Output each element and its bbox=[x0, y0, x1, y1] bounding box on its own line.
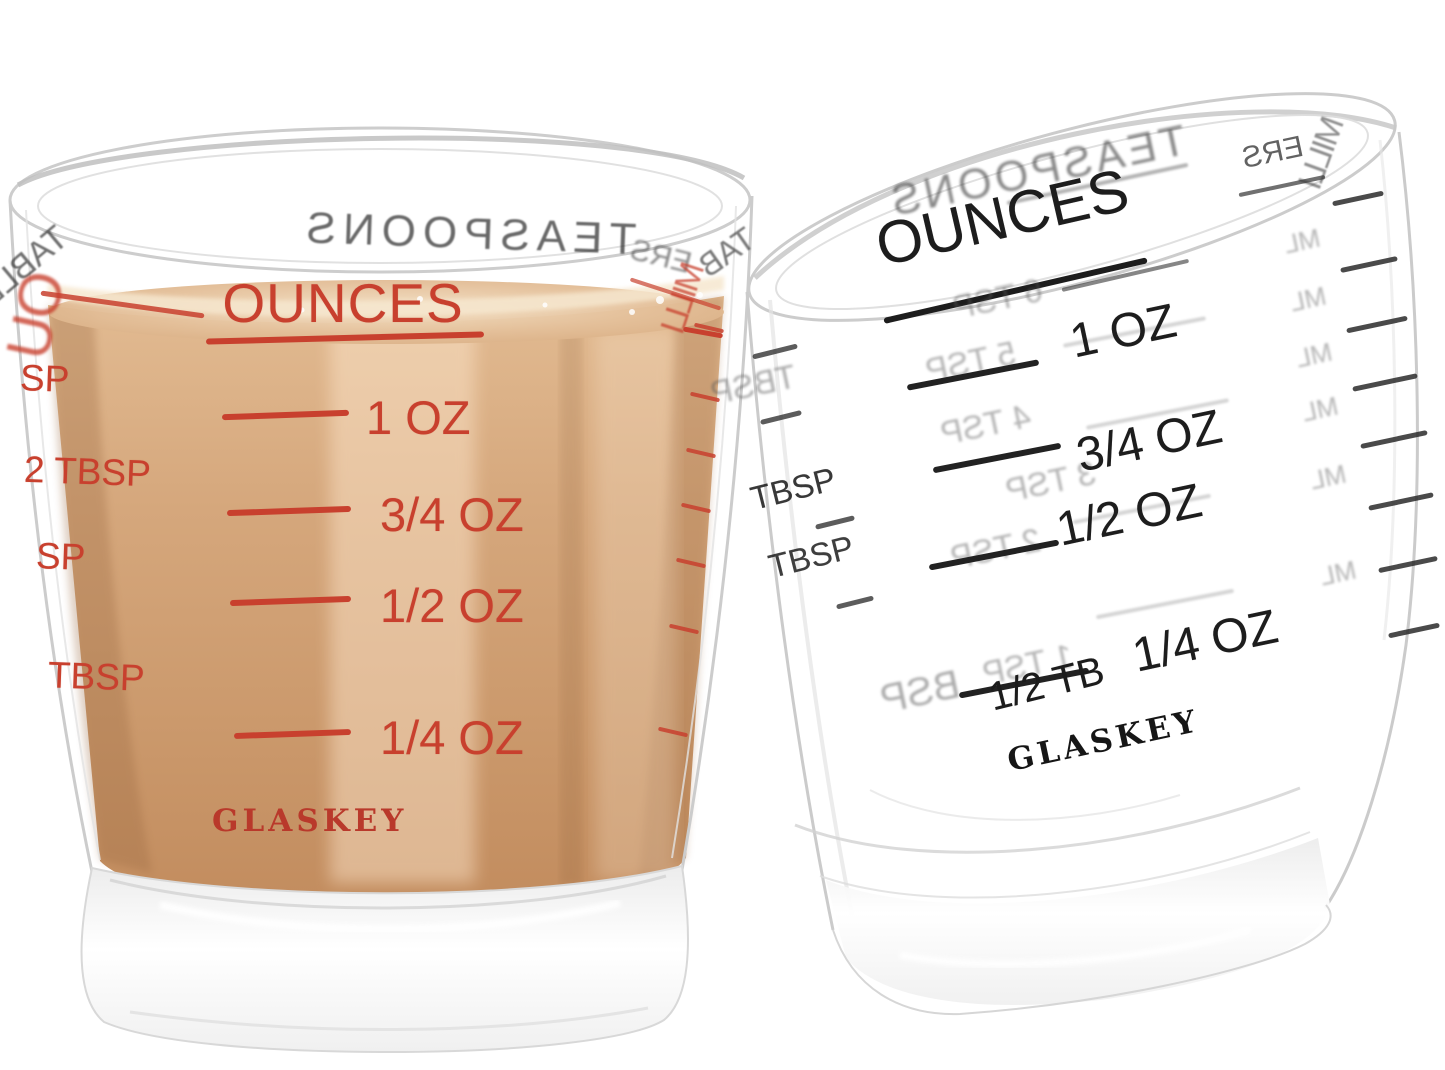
left-mark-1-4oz: 1/4 OZ bbox=[380, 711, 524, 764]
ml-ghost: ML bbox=[1299, 390, 1341, 428]
left-mark-3-4oz: 3/4 OZ bbox=[380, 488, 524, 541]
left-edge-fragment: 2 TBSP bbox=[23, 448, 152, 495]
left-edge-fragment: SP bbox=[35, 535, 87, 578]
ml-ghost: ML bbox=[1307, 458, 1349, 496]
ml-ghost: ML bbox=[1293, 336, 1335, 374]
left-brand-logo: GLASKEY bbox=[212, 803, 408, 839]
ml-ghost: ML bbox=[1281, 222, 1323, 260]
ml-ghost: ML bbox=[1287, 280, 1329, 318]
left-glass-liquid bbox=[48, 276, 724, 907]
left-glass-body bbox=[8, 126, 754, 1054]
left-edge-fragment: SP bbox=[19, 357, 71, 400]
left-edge-fragment: TBSP bbox=[47, 654, 146, 699]
surface-bubbles bbox=[299, 292, 703, 315]
left-mark-1-2oz: 1/2 OZ bbox=[380, 579, 524, 632]
left-ounces-title: OUNCES bbox=[222, 272, 464, 334]
right-glass-body bbox=[745, 92, 1419, 1016]
left-mark-1oz: 1 OZ bbox=[366, 391, 471, 444]
ml-ghost: ML bbox=[1317, 554, 1359, 592]
